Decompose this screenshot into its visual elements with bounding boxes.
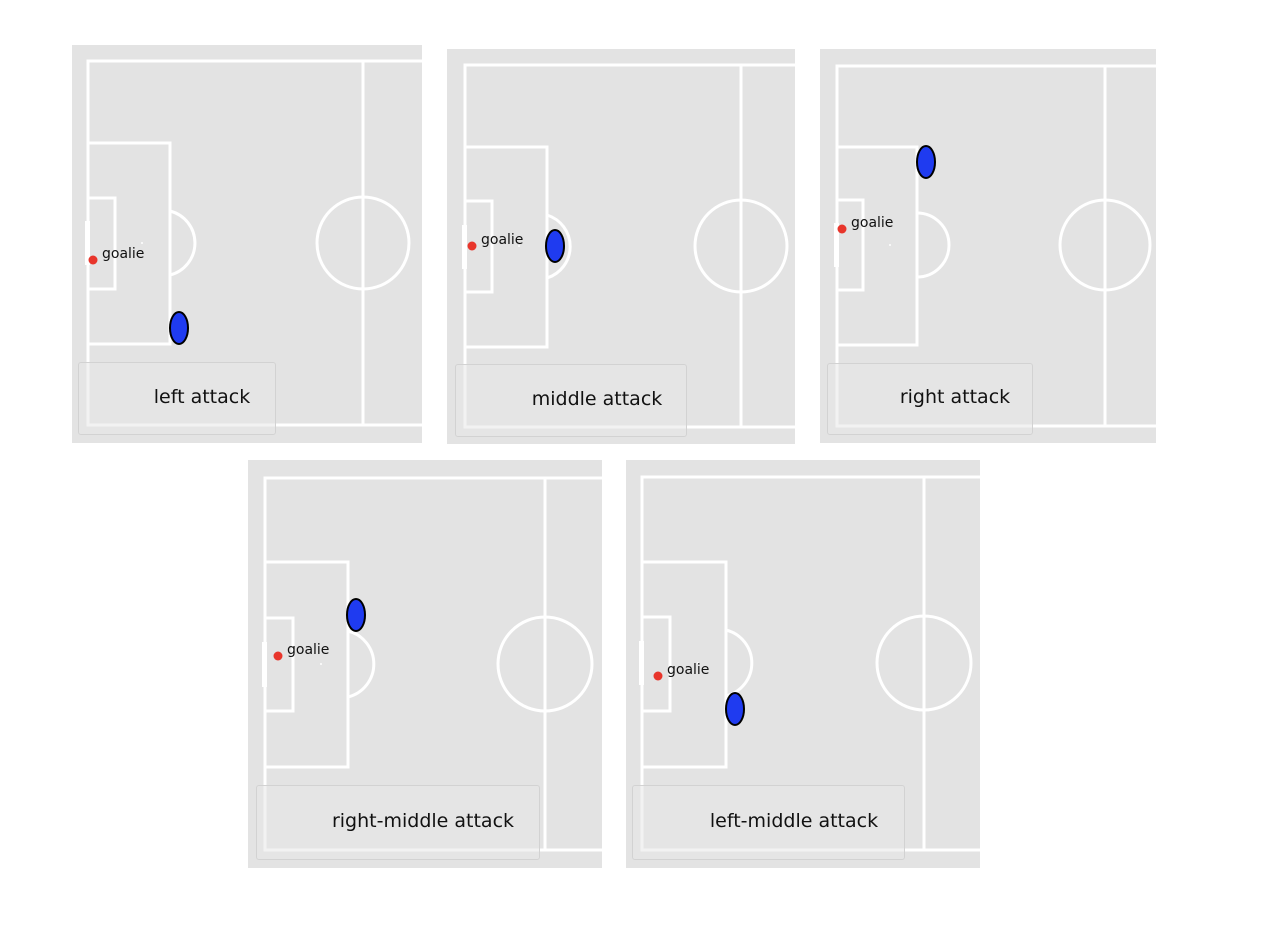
ball-marker: [346, 598, 366, 632]
ball-marker: [545, 229, 565, 263]
pitch-panel-left-middle-attack: goalie left-middle attack: [626, 460, 980, 868]
caption-box: [827, 363, 1033, 435]
goalie-dot: [273, 651, 283, 661]
pitch-panel-left-attack: goalie left attack: [72, 45, 422, 443]
panel-caption: left-middle attack: [709, 810, 879, 832]
goalie-dot: [837, 224, 847, 234]
ball-marker: [725, 692, 745, 726]
caption-box: [78, 362, 276, 435]
pitch-panel-middle-attack: goalie middle attack: [447, 49, 795, 444]
caption-box: [455, 364, 687, 437]
goalie-label: goalie: [102, 246, 145, 262]
goalie-dot: [467, 241, 477, 251]
caption-box: [632, 785, 905, 860]
goalie-label: goalie: [667, 662, 710, 678]
panel-caption: right attack: [899, 386, 1011, 408]
panel-caption: middle attack: [531, 388, 663, 410]
goalie-dot: [88, 255, 98, 265]
goalie-dot: [653, 671, 663, 681]
goalie-label: goalie: [287, 642, 330, 658]
pitch-panel-right-attack: goalie right attack: [820, 49, 1156, 443]
caption-box: [256, 785, 540, 860]
ball-marker: [916, 145, 936, 179]
panel-caption: left attack: [153, 386, 251, 408]
ball-marker: [169, 311, 189, 345]
goalie-label: goalie: [481, 232, 524, 248]
pitch-panel-right-middle-attack: goalie right-middle attack: [248, 460, 602, 868]
panel-caption: right-middle attack: [331, 810, 515, 832]
goalie-label: goalie: [851, 215, 894, 231]
